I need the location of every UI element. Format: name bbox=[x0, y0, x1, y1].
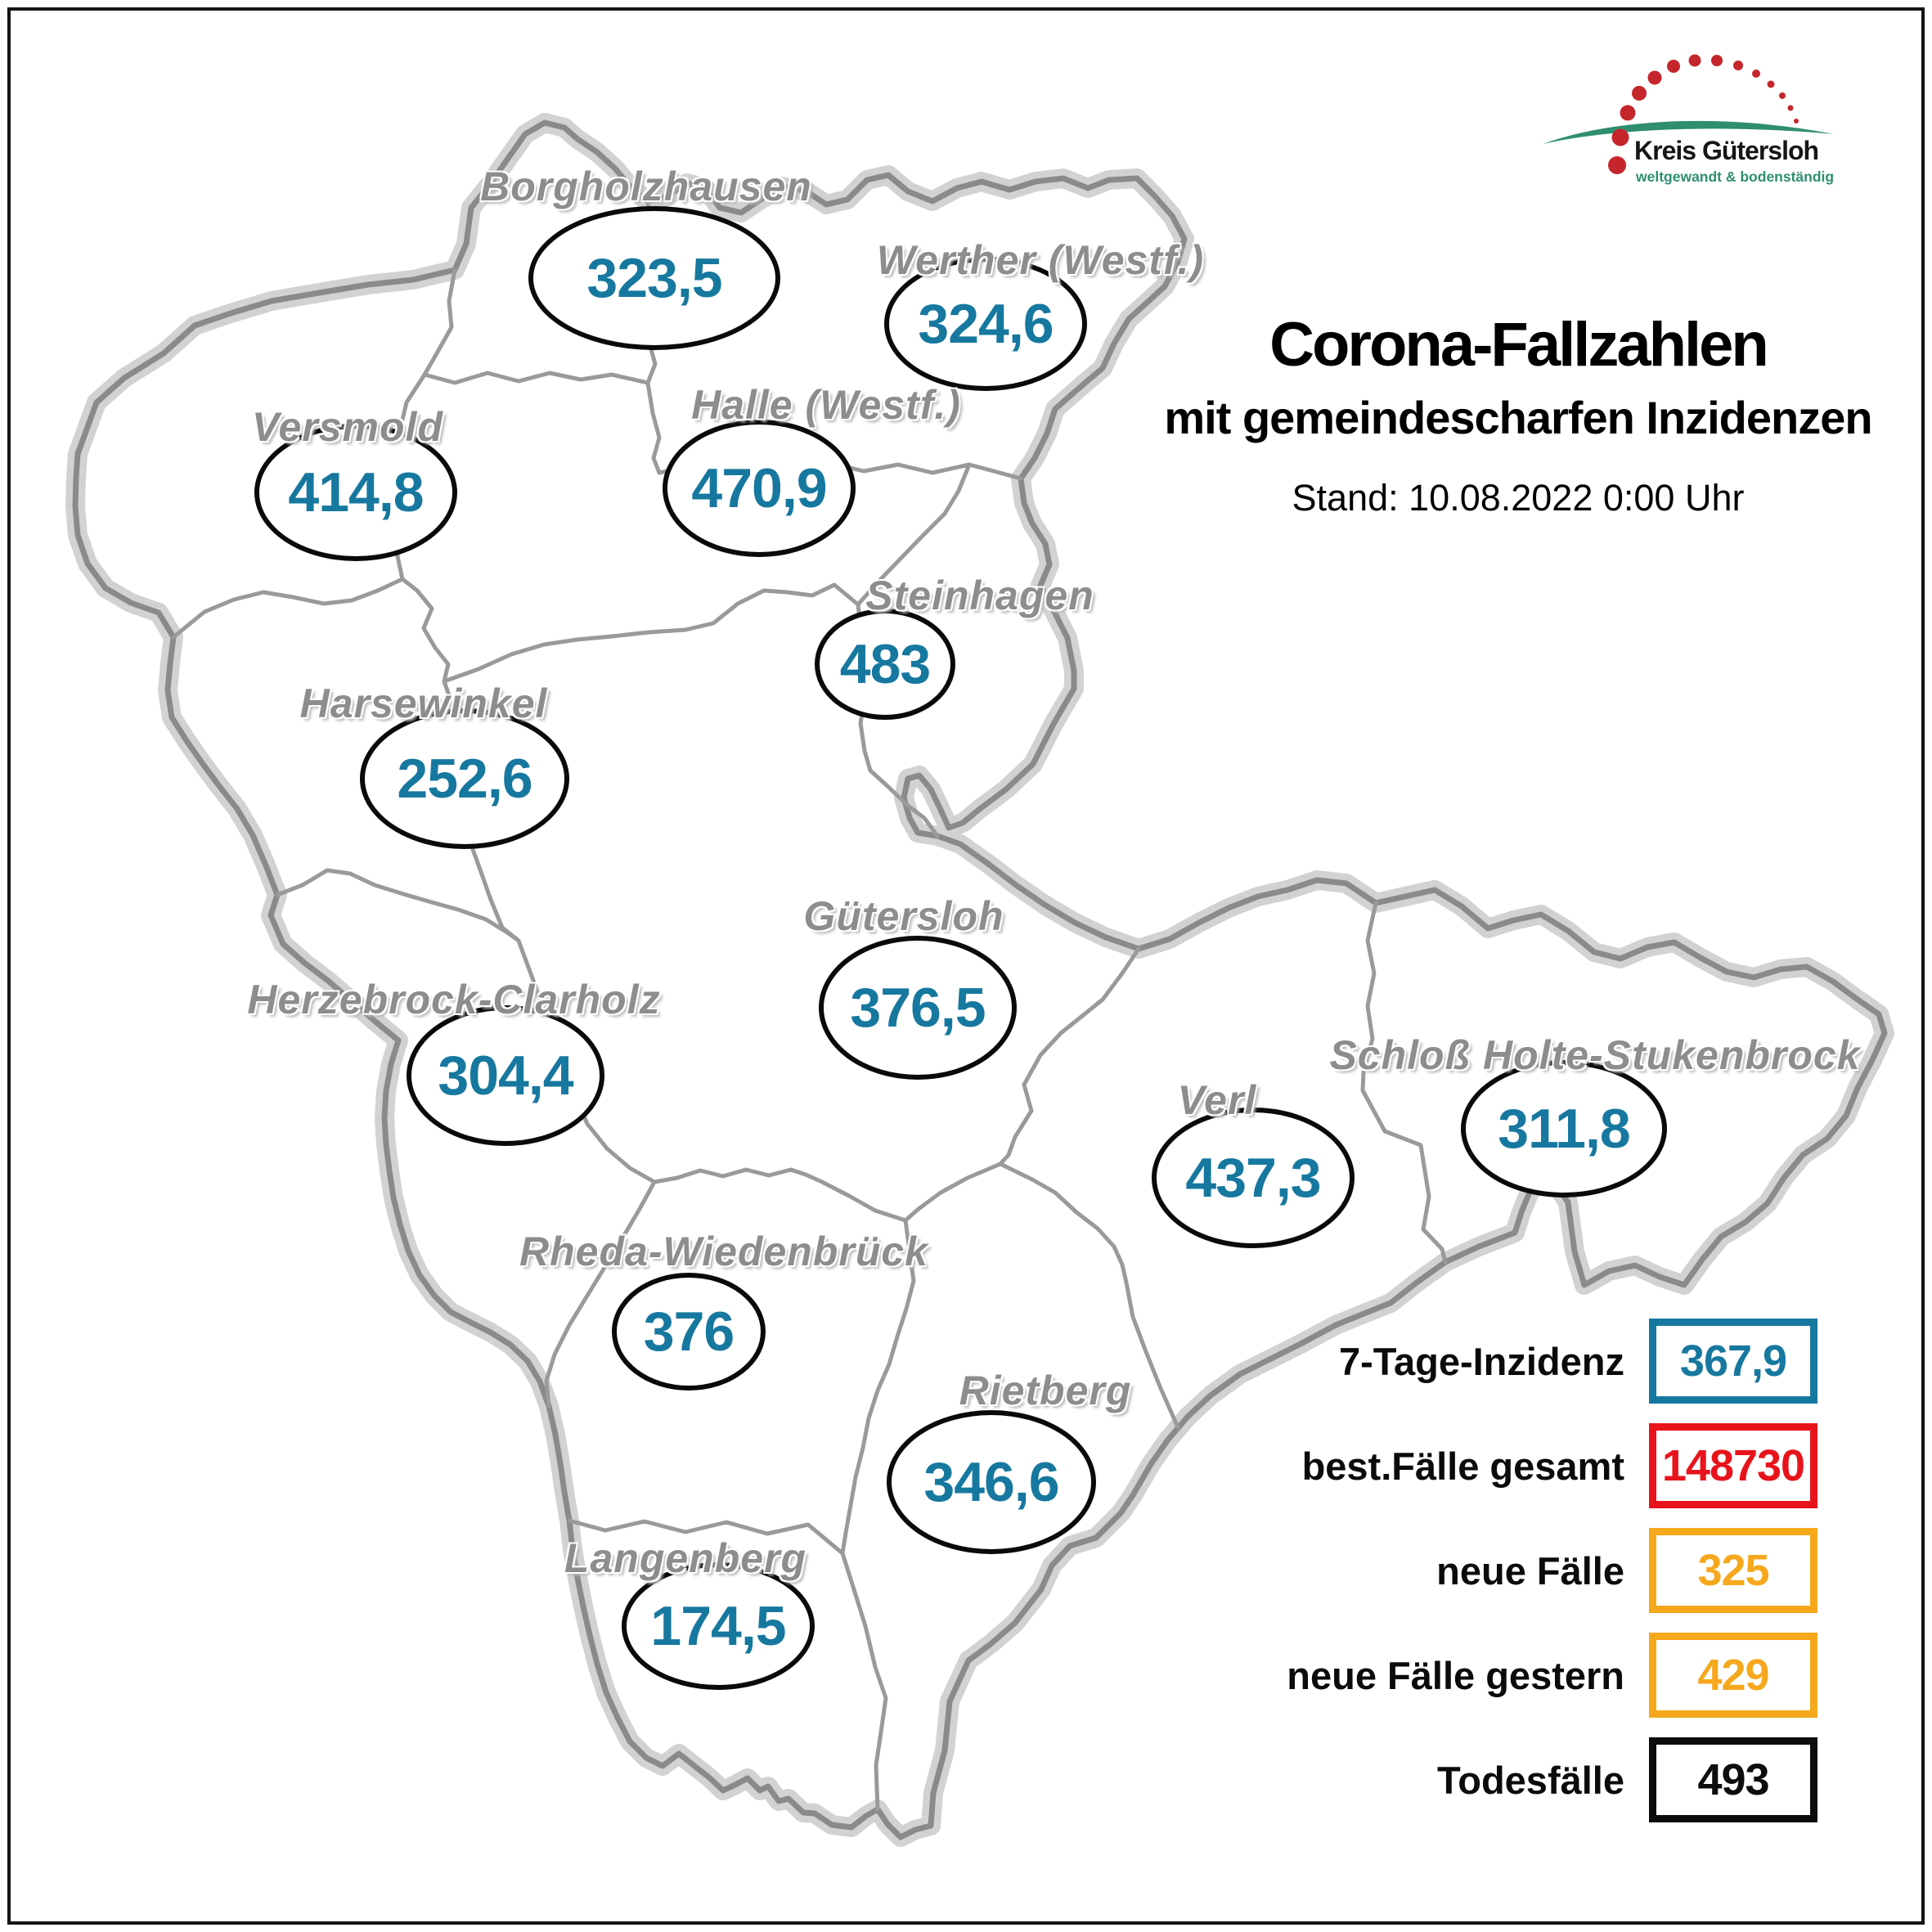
municipality-label-versmold: Versmold bbox=[251, 404, 444, 450]
incidence-value: 252,6 bbox=[397, 748, 532, 810]
municipality-label-borgholzhausen: Borgholzhausen bbox=[480, 164, 812, 209]
legend-value-box: 325 bbox=[1649, 1528, 1817, 1613]
page-title: Corona-Fallzahlen bbox=[1269, 310, 1769, 380]
legend-value: 429 bbox=[1697, 1651, 1769, 1700]
incidence-value: 346,6 bbox=[923, 1451, 1059, 1513]
incidence-ellipse-halle-westf: 470,9 bbox=[663, 420, 856, 557]
legend-value: 148730 bbox=[1661, 1441, 1805, 1490]
legend-row-7-tage-inzidenz: 7-Tage-Inzidenz 367,9 bbox=[1287, 1319, 1817, 1404]
municipality-label-werther-westf: Werther (Westf.) bbox=[876, 237, 1205, 283]
legend-row-neue-f-lle-gestern: neue Fälle gestern 429 bbox=[1287, 1633, 1817, 1718]
incidence-value: 174,5 bbox=[650, 1595, 786, 1657]
incidence-value: 470,9 bbox=[691, 457, 827, 519]
incidence-ellipse-rheda-wiedenbr-ck: 376 bbox=[612, 1273, 766, 1391]
incidence-ellipse-langenberg: 174,5 bbox=[622, 1562, 815, 1690]
legend-row-neue-f-lle: neue Fälle 325 bbox=[1287, 1528, 1817, 1613]
title-block: Corona-Fallzahlen mit gemeindescharfen I… bbox=[1134, 311, 1903, 519]
legend-label: best.Fälle gesamt bbox=[1301, 1444, 1624, 1488]
data-timestamp: Stand: 10.08.2022 0:00 Uhr bbox=[1292, 476, 1745, 519]
municipality-label-langenberg: Langenberg bbox=[564, 1535, 807, 1581]
stats-legend: 7-Tage-Inzidenz 367,9 best.Fälle gesamt 148… bbox=[1287, 1319, 1817, 1842]
incidence-value: 324,6 bbox=[918, 293, 1054, 355]
legend-value: 325 bbox=[1697, 1546, 1769, 1595]
kreis-guetersloh-logo: Kreis Gütersloh weltgewandt & bodenständ… bbox=[1538, 49, 1873, 200]
legend-row-todesf-lle: Todesfälle 493 bbox=[1287, 1737, 1817, 1822]
municipality-label-halle-westf: Halle (Westf.) bbox=[691, 382, 961, 428]
incidence-ellipse-schlo-holte-stukenbrock: 311,8 bbox=[1461, 1060, 1667, 1197]
logo-tagline: weltgewandt & bodenständig bbox=[1636, 168, 1835, 185]
legend-label: Todesfälle bbox=[1437, 1758, 1624, 1802]
incidence-value: 437,3 bbox=[1185, 1147, 1321, 1209]
incidence-ellipse-verl: 437,3 bbox=[1152, 1108, 1355, 1248]
municipality-label-verl: Verl bbox=[1177, 1077, 1257, 1123]
municipality-label-herzebrock-clarholz: Herzebrock-Clarholz bbox=[247, 977, 661, 1022]
legend-value-box: 148730 bbox=[1649, 1423, 1817, 1508]
incidence-value: 414,8 bbox=[288, 461, 424, 523]
incidence-value: 483 bbox=[839, 633, 931, 695]
logo-name: Kreis Gütersloh bbox=[1634, 136, 1819, 165]
district-outline bbox=[72, 119, 1888, 1840]
legend-label: neue Fälle bbox=[1436, 1548, 1624, 1593]
legend-label: 7-Tage-Inzidenz bbox=[1338, 1339, 1624, 1383]
incidence-value: 311,8 bbox=[1498, 1098, 1630, 1160]
incidence-ellipse-harsewinkel: 252,6 bbox=[360, 708, 569, 849]
legend-value-box: 429 bbox=[1649, 1633, 1817, 1718]
incidence-ellipse-rietberg: 346,6 bbox=[887, 1410, 1096, 1554]
logo-swoosh-icon bbox=[1543, 120, 1834, 144]
incidence-ellipse-borgholzhausen: 323,5 bbox=[528, 206, 780, 350]
legend-value: 367,9 bbox=[1679, 1337, 1787, 1386]
municipality-label-harsewinkel: Harsewinkel bbox=[299, 681, 548, 726]
municipality-label-rheda-wiedenbr-ck: Rheda-Wiedenbrück bbox=[519, 1229, 928, 1274]
incidence-value: 376,5 bbox=[850, 977, 986, 1039]
municipality-label-schlo-holte-stukenbrock: Schloß Holte-Stukenbrock bbox=[1329, 1032, 1861, 1078]
incidence-value: 323,5 bbox=[586, 247, 722, 309]
legend-value-box: 367,9 bbox=[1649, 1319, 1817, 1404]
incidence-ellipse-herzebrock-clarholz: 304,4 bbox=[407, 1005, 604, 1146]
legend-label: neue Fälle gestern bbox=[1287, 1653, 1624, 1697]
incidence-ellipse-g-tersloh: 376,5 bbox=[819, 936, 1017, 1080]
municipality-label-steinhagen: Steinhagen bbox=[865, 573, 1094, 618]
municipality-label-g-tersloh: Gütersloh bbox=[803, 893, 1004, 939]
legend-value: 493 bbox=[1697, 1755, 1769, 1804]
municipality-label-rietberg: Rietberg bbox=[959, 1368, 1132, 1413]
incidence-ellipse-werther-westf: 324,6 bbox=[884, 257, 1087, 391]
incidence-value: 304,4 bbox=[438, 1045, 573, 1107]
legend-row-best-f-lle-gesamt: best.Fälle gesamt 148730 bbox=[1287, 1423, 1817, 1508]
incidence-ellipse-versmold: 414,8 bbox=[254, 424, 457, 561]
legend-value-box: 493 bbox=[1649, 1737, 1817, 1822]
logo-arc-dots-icon bbox=[1608, 54, 1799, 174]
incidence-value: 376 bbox=[643, 1301, 735, 1363]
incidence-ellipse-steinhagen: 483 bbox=[815, 609, 955, 720]
page-subtitle: mit gemeindescharfen Inzidenzen bbox=[1164, 391, 1872, 443]
logo-graphic bbox=[1543, 54, 1834, 174]
